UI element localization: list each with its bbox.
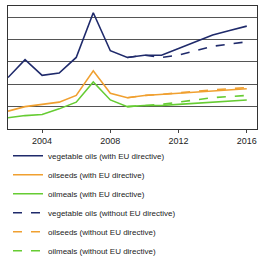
svg-text:vegetable oils (without EU dir: vegetable oils (without EU directive) xyxy=(48,209,176,218)
svg-text:vegetable oils (with EU direct: vegetable oils (with EU directive) xyxy=(48,152,164,161)
svg-text:oilmeals (with EU directive): oilmeals (with EU directive) xyxy=(48,190,145,199)
svg-text:2012: 2012 xyxy=(169,136,189,146)
svg-text:2008: 2008 xyxy=(100,136,120,146)
svg-text:oilmeals (without EU directive: oilmeals (without EU directive) xyxy=(48,247,156,256)
svg-text:oilseeds (without EU directive: oilseeds (without EU directive) xyxy=(48,228,156,237)
svg-text:2004: 2004 xyxy=(32,136,52,146)
svg-text:2016: 2016 xyxy=(237,136,257,146)
svg-text:oilseeds (with EU directive): oilseeds (with EU directive) xyxy=(48,171,145,180)
